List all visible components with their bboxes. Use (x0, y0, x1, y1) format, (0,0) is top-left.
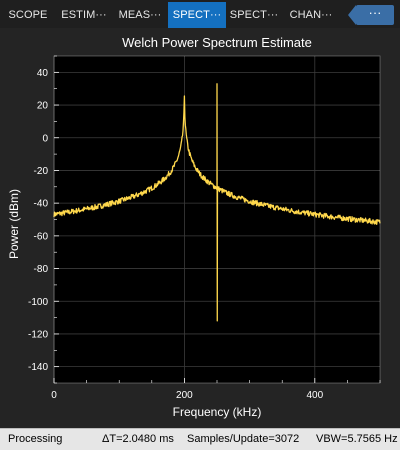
y-tick-label: 40 (37, 68, 49, 79)
plot-title: Welch Power Spectrum Estimate (122, 35, 312, 50)
x-tick-labels: 0 200 400 (51, 390, 323, 401)
status-state: Processing (8, 433, 63, 445)
status-bar: Processing ΔT=2.0480 ms Samples/Update=3… (0, 428, 400, 450)
toolstrip-ribbon: SCOPE ESTIM··· MEAS··· SPECT··· SPECT···… (0, 0, 400, 28)
x-tick-label: 200 (176, 390, 193, 401)
x-tick-label: 0 (51, 390, 57, 401)
tab-spectrum-active[interactable]: SPECT··· (168, 2, 226, 28)
spectrum-trace (53, 83, 381, 322)
y-axis-label: Power (dBm) (7, 189, 21, 259)
y-tick-label: -60 (34, 231, 49, 242)
tab-measurements[interactable]: MEAS··· (118, 9, 162, 21)
tab-spectrum-settings[interactable]: SPECT··· (229, 9, 279, 21)
x-tick-label: 400 (306, 390, 323, 401)
y-tick-label: -120 (28, 329, 48, 340)
more-tabs-button[interactable]: ··· (348, 5, 394, 25)
y-tick-label: -80 (34, 264, 49, 275)
y-tick-label: 0 (42, 133, 48, 144)
tick-marks (53, 55, 381, 384)
status-samples-per-update: Samples/Update=3072 (187, 433, 300, 445)
status-delta-t: ΔT=2.0480 ms (102, 433, 174, 445)
y-tick-label: -140 (28, 362, 48, 373)
y-tick-label: -100 (28, 297, 48, 308)
tab-scope[interactable]: SCOPE (8, 9, 48, 21)
tab-channel[interactable]: CHAN··· (289, 9, 333, 21)
y-tick-labels: 40 20 0 -20 -40 -60 -80 -100 -120 -140 (28, 68, 48, 373)
y-tick-label: -20 (34, 166, 49, 177)
x-axis-label: Frequency (kHz) (173, 405, 262, 419)
tab-estimation[interactable]: ESTIM··· (61, 9, 107, 21)
status-vbw: VBW=5.7565 Hz (316, 433, 398, 445)
y-tick-label: -40 (34, 199, 49, 210)
ribbon-overflow: ··· (348, 2, 400, 28)
axes-border (53, 55, 381, 384)
y-tick-label: 20 (37, 101, 49, 112)
